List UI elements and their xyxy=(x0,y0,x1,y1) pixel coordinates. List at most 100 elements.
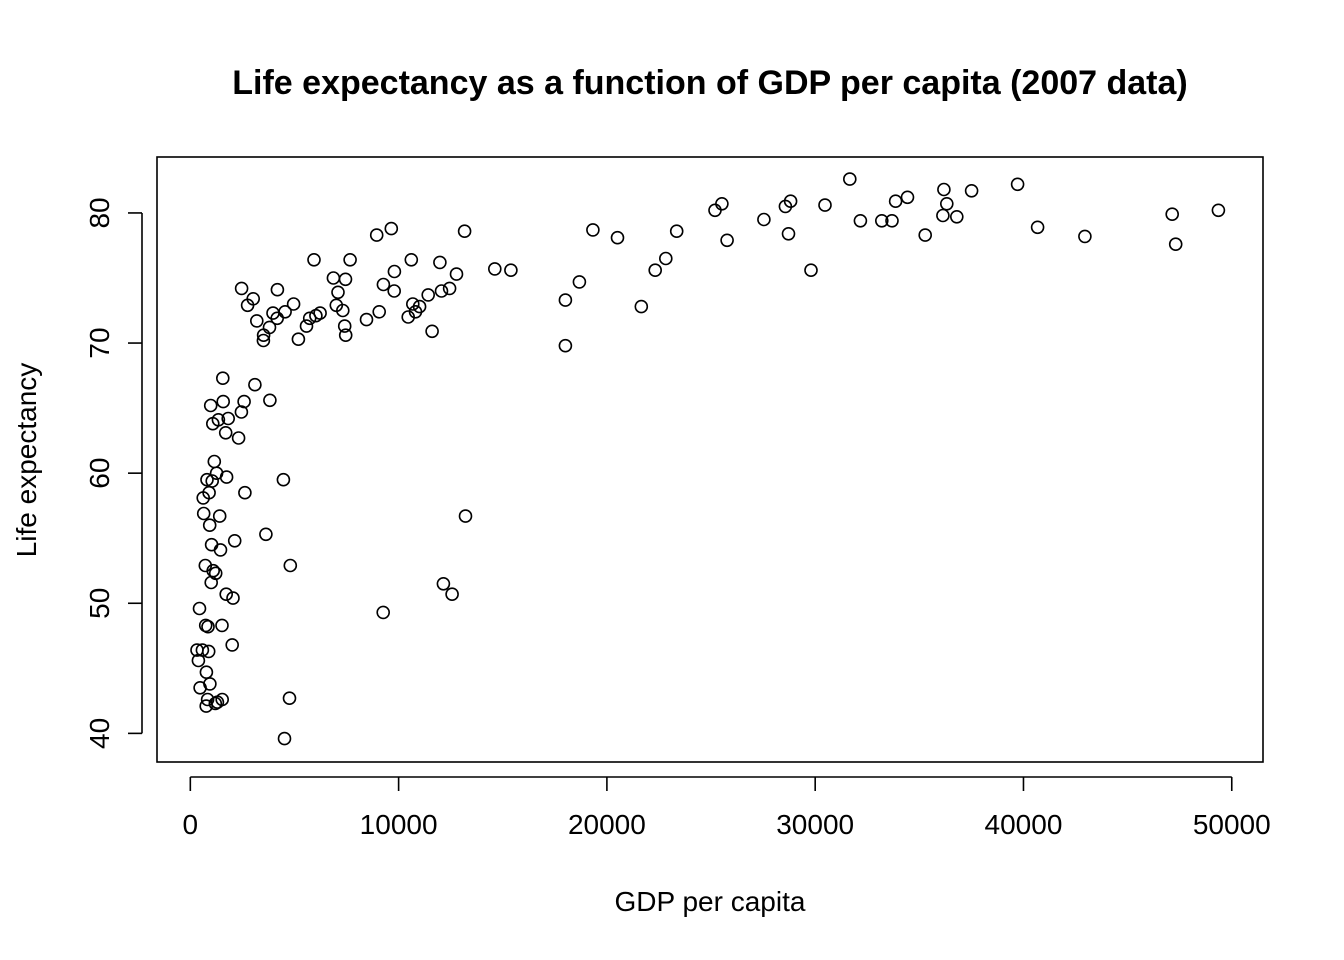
chart-title: Life expectancy as a function of GDP per… xyxy=(232,64,1187,102)
data-point xyxy=(331,285,345,300)
data-point xyxy=(458,509,473,523)
data-point xyxy=(504,263,518,278)
data-point xyxy=(853,214,868,228)
data-point xyxy=(442,281,457,296)
data-point xyxy=(421,288,436,302)
y-tick-label: 70 xyxy=(84,327,115,358)
data-point xyxy=(1078,229,1092,244)
data-point xyxy=(558,293,573,307)
data-point xyxy=(964,184,979,198)
x-tick-label: 10000 xyxy=(360,809,438,840)
data-point xyxy=(715,197,729,211)
data-point xyxy=(372,304,387,319)
data-point xyxy=(586,223,600,237)
data-point xyxy=(199,665,214,680)
data-point xyxy=(818,198,832,212)
data-point xyxy=(225,638,239,652)
data-point xyxy=(219,587,233,602)
data-point xyxy=(343,252,357,267)
data-point xyxy=(369,228,384,242)
data-point xyxy=(291,332,306,347)
data-point xyxy=(221,411,235,426)
data-point xyxy=(313,306,327,320)
x-tick-label: 40000 xyxy=(985,809,1063,840)
data-point xyxy=(192,601,207,616)
data-point xyxy=(1168,237,1183,251)
data-point xyxy=(270,282,285,297)
data-point xyxy=(359,312,374,327)
data-point xyxy=(658,251,673,266)
data-point xyxy=(256,333,271,348)
data-point xyxy=(234,405,249,419)
data-point xyxy=(213,543,228,557)
data-point xyxy=(203,677,217,691)
y-axis: 40 50 60 70 80 xyxy=(84,197,143,749)
data-point xyxy=(195,643,210,657)
data-point xyxy=(263,393,277,408)
y-tick-label: 80 xyxy=(84,197,115,228)
data-point xyxy=(804,263,818,278)
data-point xyxy=(200,692,215,707)
data-point xyxy=(888,194,903,208)
data-point xyxy=(196,506,211,521)
data-point xyxy=(200,472,214,487)
data-point xyxy=(207,454,222,469)
data-point xyxy=(783,194,798,208)
y-tick-label: 50 xyxy=(84,588,115,619)
data-point xyxy=(433,255,447,270)
data-point xyxy=(338,272,353,287)
data-point xyxy=(937,182,951,197)
data-point xyxy=(425,324,439,339)
data-point xyxy=(238,485,252,500)
data-point xyxy=(885,214,899,228)
data-point xyxy=(208,566,223,581)
data-point xyxy=(248,377,262,392)
data-point xyxy=(572,275,587,289)
data-point xyxy=(231,431,246,445)
data-point xyxy=(634,299,649,314)
data-point xyxy=(278,304,292,319)
plot-frame xyxy=(156,156,1264,763)
data-point xyxy=(900,190,915,205)
data-point xyxy=(720,233,734,248)
data-point xyxy=(376,605,391,620)
data-point xyxy=(405,297,420,311)
x-axis: 0 10000 20000 30000 40000 50000 xyxy=(183,776,1271,840)
data-point xyxy=(669,224,684,238)
data-point xyxy=(237,394,251,409)
x-axis-label: GDP per capita xyxy=(615,886,806,917)
data-point xyxy=(227,533,242,548)
data-point xyxy=(211,412,226,427)
data-point xyxy=(337,319,352,333)
data-point xyxy=(218,425,233,440)
data-point xyxy=(216,371,230,386)
data-point xyxy=(212,509,227,523)
data-point xyxy=(299,319,314,333)
data-point xyxy=(201,644,216,659)
data-point xyxy=(412,299,427,314)
data-point xyxy=(387,284,402,298)
data-point xyxy=(206,563,220,578)
data-point xyxy=(335,303,350,318)
data-point xyxy=(262,320,277,335)
y-tick-label: 60 xyxy=(84,458,115,489)
data-point xyxy=(326,271,341,285)
data-point xyxy=(203,398,218,413)
y-axis-label: Life expectancy xyxy=(11,363,42,558)
data-point xyxy=(1010,177,1025,192)
data-point xyxy=(648,263,663,278)
data-point xyxy=(286,297,301,311)
data-point xyxy=(434,284,449,298)
x-tick-label: 30000 xyxy=(776,809,854,840)
data-point xyxy=(282,691,297,706)
data-point xyxy=(939,197,954,211)
data-point xyxy=(445,587,459,602)
data-point xyxy=(781,227,796,241)
data-point xyxy=(276,472,291,487)
data-point xyxy=(449,267,464,281)
data-point xyxy=(307,252,321,267)
data-point xyxy=(558,338,573,353)
data-point xyxy=(205,474,219,488)
data-point xyxy=(757,212,771,227)
